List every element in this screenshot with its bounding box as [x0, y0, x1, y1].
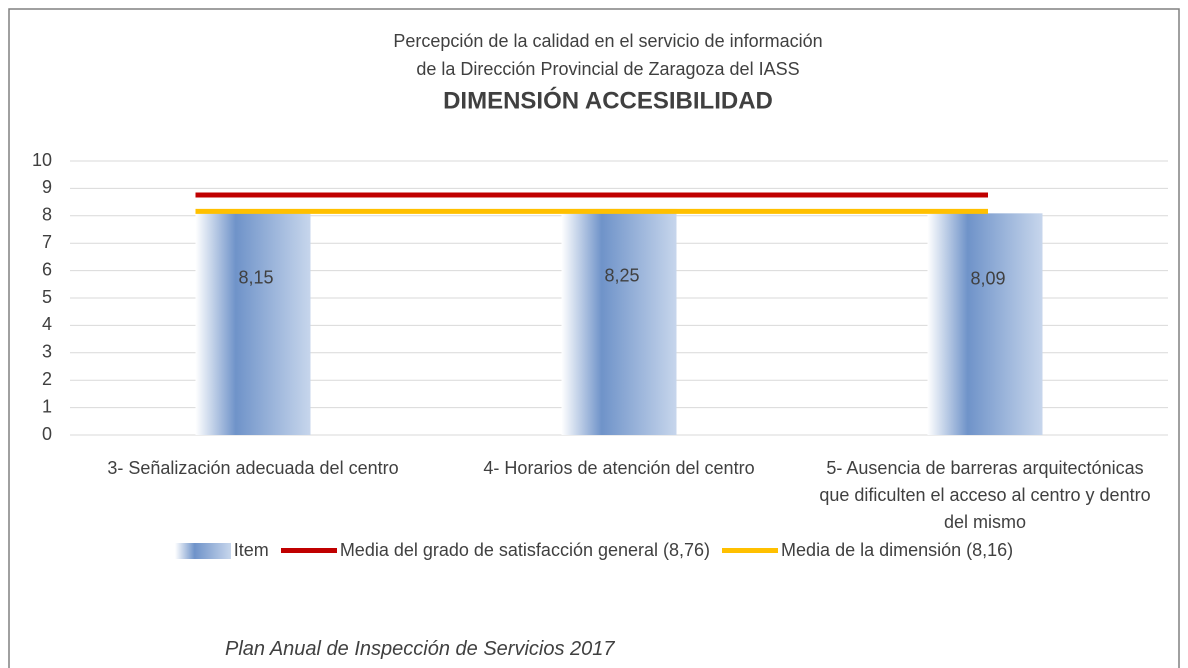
y-tick-label: 8 [42, 205, 52, 225]
data-label: 8,25 [604, 266, 639, 286]
legend-item: Media del grado de satisfacción general … [280, 540, 711, 561]
legend: Item Media del grado de satisfacción gene… [0, 540, 1188, 561]
legend-label: Media de la dimensión (8,16) [781, 540, 1014, 560]
y-tick-label: 2 [42, 369, 52, 389]
bar [927, 213, 1043, 435]
bar [561, 208, 677, 435]
y-tick-label: 1 [42, 396, 52, 416]
chart-subtitle: DIMENSIÓN ACCESIBILIDAD [443, 86, 773, 114]
legend-swatch [174, 542, 231, 559]
legend-swatch [722, 548, 779, 553]
y-tick-label: 7 [42, 232, 52, 252]
y-tick-label: 10 [32, 150, 52, 170]
chart-title-line: de la Dirección Provincial de Zaragoza d… [416, 59, 799, 79]
y-tick-label: 3 [42, 342, 52, 362]
x-tick-label: 3- Señalización adecuada del centro [107, 458, 399, 478]
y-tick-label: 9 [42, 177, 52, 197]
x-tick-label: 5- Ausencia de barreras arquitectónicas … [819, 458, 1151, 532]
legend-label: Item [233, 540, 269, 560]
data-label: 8,15 [238, 267, 273, 287]
y-tick-label: 4 [42, 314, 52, 334]
bar [195, 211, 311, 435]
chart-title-line: Percepción de la calidad en el servicio … [393, 31, 822, 51]
data-label: 8,09 [970, 269, 1005, 289]
footer: Plan Anual de Inspección de Servicios 20… [225, 638, 615, 660]
y-tick-label: 6 [42, 259, 52, 279]
legend-label: Media del grado de satisfacción general … [339, 540, 711, 560]
legend-swatch [280, 548, 337, 553]
y-tick-label: 0 [42, 424, 52, 444]
legend-item: Item [174, 540, 269, 561]
chart-border [8, 8, 1180, 668]
y-tick-label: 5 [42, 287, 52, 307]
x-tick-label: 4- Horarios de atención del centro [483, 458, 755, 478]
legend-item: Media de la dimensión (8,16) [722, 540, 1013, 561]
